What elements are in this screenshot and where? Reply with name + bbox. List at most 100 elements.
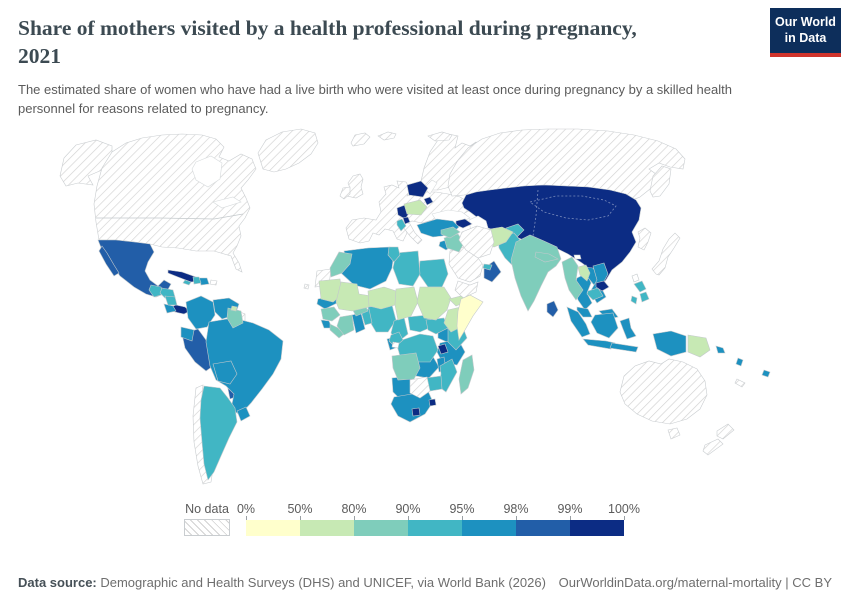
country-new-zealand-north[interactable] [716, 424, 735, 440]
owid-link[interactable]: OurWorldinData.org/maternal-mortality | … [558, 575, 832, 590]
country-angola[interactable] [391, 353, 421, 381]
country-chad[interactable] [394, 287, 419, 321]
svalbard-islands-2[interactable] [427, 132, 453, 142]
country-liberia[interactable] [329, 323, 345, 339]
country-cote-divoire[interactable] [336, 315, 355, 336]
legend-bin-98-99%[interactable] [516, 520, 570, 537]
country-morocco[interactable] [329, 252, 353, 278]
country-new-zealand-south[interactable] [702, 439, 724, 456]
country-syria[interactable] [440, 227, 461, 239]
country-trinidad[interactable] [230, 306, 238, 312]
indonesia-sumatra[interactable] [566, 306, 591, 338]
legend-tick-mark [516, 516, 517, 521]
country-jamaica[interactable] [182, 280, 192, 286]
country-north-vietnam[interactable] [595, 281, 610, 292]
country-guinea[interactable] [320, 307, 341, 322]
country-north-macedonia[interactable] [402, 217, 411, 225]
country-albania[interactable] [396, 219, 407, 232]
country-rwanda-burundi[interactable] [437, 344, 449, 355]
country-uae[interactable] [482, 264, 493, 271]
country-haiti[interactable] [192, 277, 202, 285]
country-philippines-mindanao[interactable] [639, 292, 650, 303]
country-vanuatu[interactable] [735, 358, 744, 367]
country-korea[interactable] [637, 228, 652, 251]
legend-tick-mark [624, 516, 625, 521]
legend-bin-95-98%[interactable] [462, 520, 516, 537]
country-tunisia[interactable] [387, 247, 401, 263]
legend-bin-90-95%[interactable] [408, 520, 462, 537]
indonesia-sulawesi[interactable] [619, 318, 637, 340]
country-uruguay[interactable] [236, 407, 251, 422]
indonesia-borneo[interactable] [590, 313, 619, 339]
legend-bin-0-50%[interactable] [246, 520, 300, 537]
cape-verde[interactable] [303, 284, 310, 290]
country-niger[interactable] [367, 287, 397, 310]
svalbard-islands[interactable] [377, 132, 397, 141]
country-argentina[interactable] [199, 386, 238, 482]
indonesia-lesser-sunda[interactable] [609, 343, 639, 353]
country-egypt[interactable] [418, 259, 449, 288]
country-iceland[interactable] [350, 133, 371, 147]
baja-california[interactable] [98, 245, 120, 277]
country-new-caledonia[interactable] [734, 379, 746, 388]
world-map-svg [59, 129, 771, 485]
tasmania[interactable] [667, 428, 681, 440]
country-belarus[interactable] [406, 181, 429, 198]
country-botswana[interactable] [409, 377, 431, 399]
legend-no-data[interactable]: No data [184, 502, 230, 537]
country-philippines-luzon[interactable] [633, 281, 647, 293]
country-united-kingdom[interactable] [346, 174, 364, 199]
country-ireland[interactable] [339, 187, 351, 200]
legend-bin-80-90%[interactable] [354, 520, 408, 537]
country-india[interactable] [510, 235, 562, 313]
legend-bin-99-100%[interactable] [570, 520, 624, 537]
country-malaysia[interactable] [576, 307, 593, 318]
data-source: Data source: Demographic and Health Surv… [18, 575, 546, 590]
country-eswatini[interactable] [428, 399, 437, 407]
legend-color-bar[interactable] [246, 516, 625, 537]
country-nigeria[interactable] [367, 305, 397, 333]
country-ecuador[interactable] [180, 327, 195, 342]
country-south-sudan[interactable] [425, 318, 449, 335]
country-japan[interactable] [651, 233, 681, 276]
country-australia[interactable] [619, 359, 708, 425]
country-costa-rica[interactable] [163, 304, 177, 314]
country-bangladesh[interactable] [577, 265, 591, 282]
country-nicaragua[interactable] [164, 296, 178, 306]
country-papua-new-guinea[interactable] [687, 335, 711, 358]
country-italy[interactable] [402, 220, 423, 245]
country-philippines-visayas[interactable] [630, 296, 638, 305]
country-greenland[interactable] [257, 129, 319, 173]
country-colombia[interactable] [185, 296, 216, 330]
country-guatemala[interactable] [148, 285, 165, 298]
country-lesotho[interactable] [411, 408, 421, 417]
indonesia-papua[interactable] [652, 331, 687, 357]
country-madagascar[interactable] [458, 354, 475, 396]
country-bhutan[interactable] [573, 255, 582, 260]
legend-bin-50-80%[interactable] [300, 520, 354, 537]
country-fiji[interactable] [761, 370, 771, 378]
country-sudan[interactable] [416, 287, 452, 321]
country-bolivia[interactable] [212, 361, 238, 385]
legend-tick-mark [246, 516, 247, 521]
country-nepal[interactable] [534, 252, 559, 263]
country-yemen[interactable] [454, 281, 479, 299]
country-mozambique[interactable] [437, 359, 458, 393]
country-guyana-suriname[interactable] [226, 308, 244, 329]
country-equatorial-guinea[interactable] [391, 342, 400, 349]
no-data-swatch[interactable] [184, 519, 230, 537]
country-myanmar[interactable] [561, 257, 584, 301]
country-somalia[interactable] [456, 295, 484, 342]
country-brazil[interactable] [205, 318, 284, 416]
country-iran[interactable] [458, 226, 495, 259]
country-romania[interactable] [403, 200, 428, 216]
country-solomon-islands[interactable] [715, 346, 726, 354]
kamchatka-peninsula[interactable] [649, 166, 672, 198]
country-puerto-rico[interactable] [209, 280, 218, 286]
country-taiwan[interactable] [631, 274, 640, 283]
country-libya[interactable] [392, 251, 421, 287]
country-sri-lanka[interactable] [546, 301, 559, 318]
country-mexico[interactable] [97, 240, 172, 298]
country-cambodia[interactable] [586, 288, 604, 301]
country-moldova[interactable] [423, 197, 434, 206]
